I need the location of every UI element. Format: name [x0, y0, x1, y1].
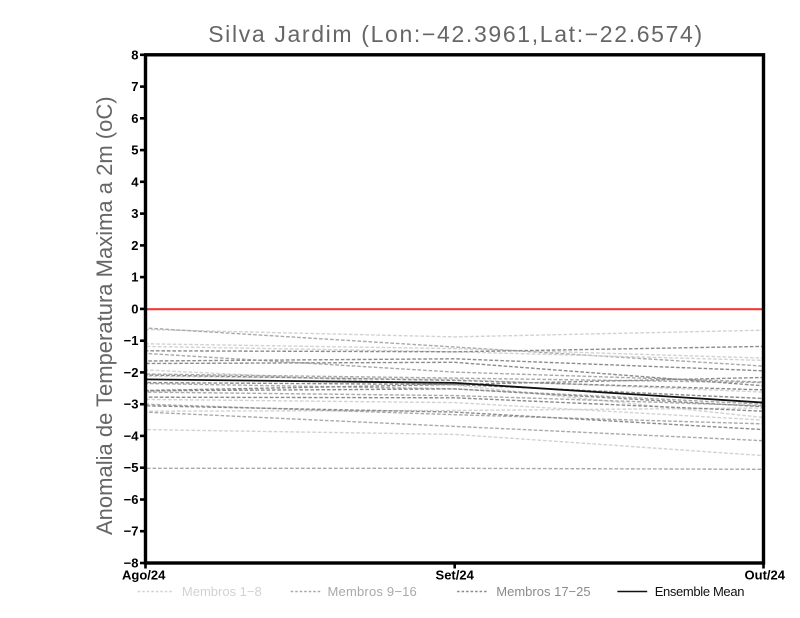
svg-text:−3: −3	[124, 397, 139, 412]
svg-text:Membros 17−25: Membros 17−25	[496, 584, 590, 599]
svg-text:3: 3	[131, 206, 138, 221]
svg-text:1: 1	[131, 270, 138, 285]
svg-text:−5: −5	[124, 460, 139, 475]
svg-text:2: 2	[131, 238, 138, 253]
svg-text:−4: −4	[124, 428, 140, 443]
svg-text:Ensemble Mean: Ensemble Mean	[655, 584, 745, 599]
svg-text:Ago/24: Ago/24	[122, 568, 166, 583]
svg-text:4: 4	[131, 174, 139, 189]
svg-text:Set/24: Set/24	[436, 568, 475, 583]
svg-text:Silva Jardim (Lon:−42.3961,Lat: Silva Jardim (Lon:−42.3961,Lat:−22.6574)	[208, 21, 704, 47]
svg-text:Anomalia de Temperatura Maxima: Anomalia de Temperatura Maxima a 2m (oC)	[92, 96, 117, 535]
svg-text:0: 0	[131, 301, 138, 316]
svg-text:−8: −8	[124, 556, 139, 571]
svg-text:−7: −7	[124, 524, 139, 539]
svg-text:Membros 1−8: Membros 1−8	[182, 584, 262, 599]
svg-text:−1: −1	[124, 333, 139, 348]
svg-text:6: 6	[131, 111, 138, 126]
svg-text:8: 8	[131, 47, 138, 62]
svg-text:Out/24: Out/24	[745, 568, 786, 583]
svg-text:7: 7	[131, 79, 138, 94]
svg-text:−2: −2	[124, 365, 139, 380]
svg-text:5: 5	[131, 143, 138, 158]
svg-text:Membros 9−16: Membros 9−16	[328, 584, 417, 599]
svg-text:−6: −6	[124, 492, 139, 507]
